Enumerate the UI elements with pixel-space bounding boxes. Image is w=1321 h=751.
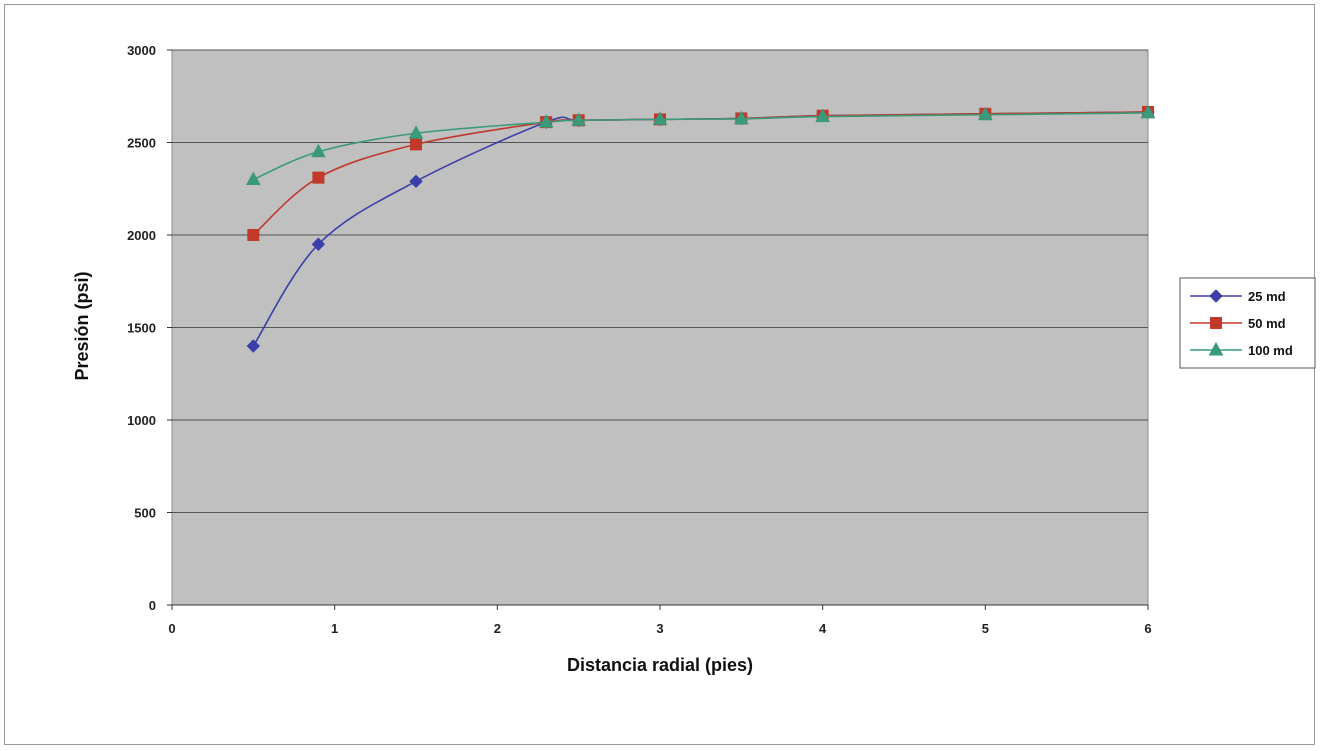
data-point: [571, 112, 587, 126]
y-tick-label: 1500: [127, 321, 156, 336]
y-axis-ticks: 0 500 1000 1500 2000 2500 3000: [127, 43, 172, 613]
x-tick-label: 6: [1144, 621, 1151, 636]
y-tick-label: 0: [149, 598, 156, 613]
legend-marker: [1210, 317, 1222, 329]
data-point: [1140, 104, 1156, 119]
y-axis-title: Presión (psi): [72, 271, 92, 380]
x-axis-title: Distancia radial (pies): [567, 655, 753, 675]
y-tick-label: 3000: [127, 43, 156, 58]
data-point: [410, 138, 422, 151]
data-point: [408, 125, 424, 139]
data-point: [409, 174, 423, 189]
x-axis-ticks: 0 1 2 3 4 5 6: [168, 604, 1152, 636]
x-tick-label: 1: [331, 621, 338, 636]
grid-lines: [172, 49, 1148, 606]
x-tick-label: 2: [494, 621, 501, 636]
legend-item: 100 md: [1190, 341, 1293, 358]
data-point: [538, 114, 554, 128]
series-layer: [245, 104, 1156, 353]
data-point: [652, 111, 668, 125]
legend-label: 50 md: [1248, 316, 1286, 331]
y-tick-label: 1000: [127, 413, 156, 428]
data-point: [815, 108, 831, 123]
series-line: [253, 112, 1149, 181]
y-tick-label: 500: [134, 506, 156, 521]
data-point: [311, 237, 326, 251]
legend-item: 50 md: [1190, 316, 1286, 331]
data-point: [245, 171, 261, 185]
y-tick-label: 2000: [127, 228, 156, 243]
x-tick-label: 5: [982, 621, 989, 636]
x-tick-label: 3: [656, 621, 663, 636]
legend-marker: [1208, 341, 1224, 356]
data-point: [246, 339, 261, 353]
legend-label: 25 md: [1248, 289, 1286, 304]
x-tick-label: 4: [819, 621, 827, 636]
legend-marker: [1209, 289, 1223, 303]
data-point: [311, 143, 326, 158]
series-100-md: [245, 104, 1156, 185]
x-tick-label: 0: [168, 621, 175, 636]
data-point: [977, 106, 993, 121]
data-point: [247, 229, 260, 241]
legend: 25 md 50 md 100 md: [1179, 277, 1316, 369]
legend-item: 25 md: [1190, 289, 1286, 304]
y-tick-label: 2500: [127, 136, 156, 151]
data-point: [733, 110, 749, 125]
data-point: [312, 171, 325, 184]
legend-label: 100 md: [1248, 343, 1293, 358]
